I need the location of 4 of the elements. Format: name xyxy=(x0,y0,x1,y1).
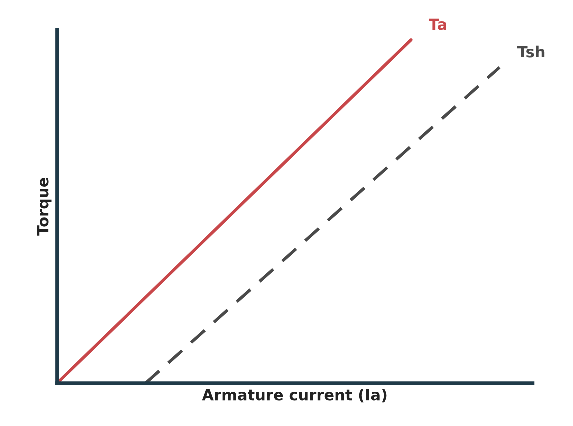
y-axis-title: Torque xyxy=(37,178,52,236)
series-label: Tsh xyxy=(517,46,545,58)
x-axis-title: Armature current (Ia) xyxy=(202,388,387,403)
series-label: Ta xyxy=(429,18,446,30)
